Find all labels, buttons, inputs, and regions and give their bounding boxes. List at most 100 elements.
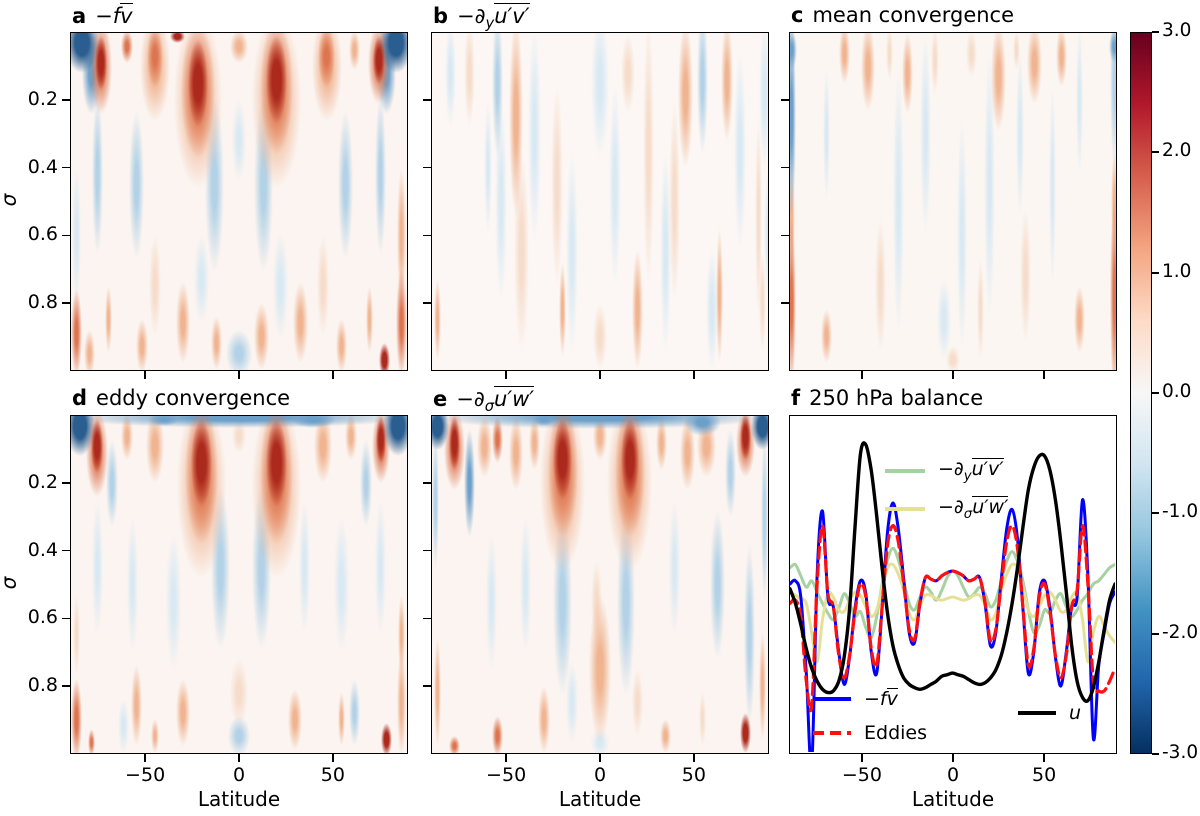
contour-blob — [463, 429, 475, 538]
contour-blob — [375, 416, 387, 464]
colorbar-tick-label: 2.0 — [1162, 140, 1192, 162]
contour-blob — [590, 729, 610, 753]
contour-blob — [298, 500, 310, 636]
series-line-u — [790, 441, 1115, 703]
panel-c-contour-field — [790, 33, 1116, 370]
x-tick — [238, 371, 240, 379]
panel-e-letter: e — [433, 387, 448, 411]
contour-blob — [659, 719, 671, 753]
contour-blob — [764, 167, 768, 303]
x-tick — [331, 754, 334, 762]
y-tick — [781, 302, 789, 305]
contour-blob — [875, 218, 886, 354]
contour-blob — [149, 416, 180, 427]
panel-c-title: c mean convergence — [791, 3, 1014, 27]
x-axis-label-e: Latitude — [558, 787, 642, 811]
legend-entry-dyuv: −∂yu′v′ — [885, 458, 1004, 484]
contour-blob — [117, 699, 129, 753]
colorbar — [1130, 32, 1152, 754]
contour-blob — [669, 100, 681, 303]
contour-blob — [89, 33, 113, 114]
contour-blob — [184, 416, 219, 545]
contour-blob — [72, 594, 81, 676]
contour-blob — [71, 289, 83, 370]
x-tick — [144, 754, 146, 762]
contour-blob — [121, 33, 133, 64]
contour-blob — [656, 416, 668, 470]
panel-e-math-overline: u′w′ — [494, 386, 535, 411]
y-tick — [423, 166, 431, 169]
contour-blob — [175, 678, 191, 747]
legend-label-dsuw: −∂σu′w′ — [938, 496, 1009, 522]
y-axis-label-sigma-top: σ — [0, 194, 20, 207]
x-tick — [860, 754, 863, 762]
panel-d-title: d eddy convergence — [72, 386, 290, 410]
contour-blob — [758, 33, 768, 168]
panel-d-letter: d — [72, 386, 88, 410]
contour-blob — [397, 594, 406, 676]
panel-b-title: b −∂yu′v′ — [433, 3, 530, 32]
contour-blob — [396, 167, 407, 303]
colorbar-tick-label: 3.0 — [1162, 20, 1192, 41]
panel-b-math-sub: y — [485, 15, 495, 33]
contour-blob — [345, 416, 357, 460]
contour-blob — [375, 93, 387, 256]
contour-blob — [956, 117, 968, 354]
contour-blob — [519, 517, 531, 652]
contour-blob — [1027, 33, 1042, 104]
contour-blob — [317, 235, 329, 337]
contour-blob — [754, 117, 763, 320]
contour-blob — [287, 688, 303, 750]
panel-e-title: e −∂σu′w′ — [433, 386, 535, 415]
contour-blob — [547, 416, 578, 538]
contour-blob — [620, 33, 636, 114]
contour-blob — [272, 231, 288, 340]
contour-blob — [659, 150, 671, 354]
contour-blob — [822, 66, 830, 202]
contour-blob — [885, 33, 894, 81]
legend-label-eddies: Eddies — [864, 722, 927, 744]
colorbar-tick — [1152, 151, 1159, 154]
legend-line-yellow — [885, 507, 925, 511]
legend-line-black — [1018, 711, 1056, 715]
contour-blob — [175, 282, 191, 364]
contour-blob — [205, 97, 225, 273]
y-tick — [423, 302, 431, 305]
contour-blob — [367, 33, 391, 104]
y-tick-label: 0.8 — [27, 674, 58, 697]
contour-blob — [349, 33, 361, 71]
contour-blob — [931, 33, 939, 94]
panel-a-math-pre: −f — [95, 4, 121, 28]
colorbar-tick — [1152, 392, 1159, 394]
contour-blob — [965, 33, 977, 77]
contour-blob — [266, 419, 287, 507]
contour-blob — [151, 719, 159, 753]
x-tick-label: 50 — [1032, 764, 1057, 786]
contour-blob — [181, 33, 215, 158]
contour-blob — [715, 228, 724, 364]
contour-blob — [553, 506, 572, 696]
contour-blob — [983, 49, 995, 320]
contour-blob — [177, 416, 226, 578]
contour-blob — [231, 100, 247, 182]
x-tick-label: −50 — [125, 764, 166, 786]
contour-blob — [253, 302, 269, 370]
contour-blob — [495, 100, 507, 303]
contour-blob — [491, 416, 503, 464]
contour-blob — [1048, 83, 1057, 286]
contour-blob — [790, 33, 797, 219]
panel-e-axes — [431, 415, 769, 754]
colorbar-tick — [1152, 31, 1159, 33]
contour-blob — [588, 594, 612, 743]
x-tick-label: 0 — [593, 764, 607, 786]
contour-blob — [191, 419, 212, 507]
contour-blob — [380, 722, 393, 753]
contour-blob — [1074, 285, 1086, 354]
contour-blob — [725, 429, 737, 518]
contour-blob — [318, 33, 336, 87]
legend-entry-u: u — [1018, 702, 1081, 724]
contour-blob — [538, 685, 550, 753]
y-tick — [423, 685, 431, 688]
y-tick — [62, 166, 70, 169]
panel-f-title: f 250 hPa balance — [791, 386, 983, 410]
